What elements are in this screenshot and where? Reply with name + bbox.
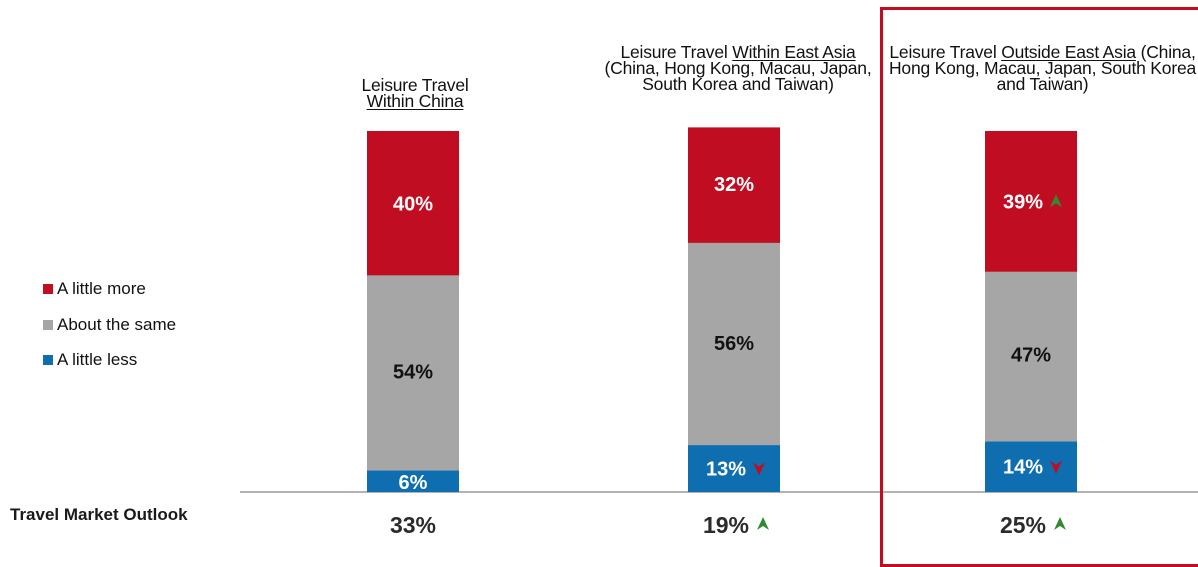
bar-more-1: [688, 127, 780, 243]
category-title-rest: (China, Hong Kong, Macau, Japan, South K…: [888, 42, 1197, 94]
category-title-2: Leisure Travel Outside East Asia (China,…: [885, 42, 1198, 94]
legend-item-more: A little more: [43, 279, 176, 298]
bar-more-0: [367, 131, 459, 276]
bar-label-less-0: 6%: [399, 472, 428, 494]
legend-label-more: A little more: [57, 279, 146, 298]
legend-swatch-less: [43, 355, 53, 365]
legend-item-less: A little less: [43, 350, 176, 369]
trend-up-icon-more-2: [1050, 194, 1062, 208]
category-title-underlined: Within China: [366, 91, 464, 111]
category-title-rest: (China, Hong Kong, Macau, Japan, South K…: [604, 58, 872, 94]
legend-swatch-same: [43, 319, 53, 330]
bar-label-more-0: 40%: [393, 193, 433, 215]
bar-label-same-2: 47%: [1011, 345, 1051, 367]
trend-up-icon-outlook-2: [1054, 517, 1066, 530]
bar-less-1: [688, 445, 780, 492]
trend-down-icon-less-1: [753, 462, 765, 476]
trend-down-icon-less-2: [1050, 460, 1062, 474]
bar-same-1: [688, 242, 780, 446]
legend-label-less: A little less: [57, 350, 138, 369]
category-title-plain: Leisure Travel: [620, 42, 728, 62]
legend-label-same: About the same: [57, 314, 177, 334]
outlook-value-0: 33%: [390, 512, 436, 538]
legend-item-same: About the same: [43, 314, 177, 334]
outlook-row-label: Travel Market Outlook: [10, 505, 188, 524]
bar-label-less-2: 14%: [1003, 457, 1043, 479]
bar-less-2: [985, 441, 1077, 492]
legend: A little more About the same A little le…: [43, 279, 177, 387]
category-title-1: Leisure Travel Within East Asia (China, …: [598, 42, 878, 94]
bar-same-0: [367, 275, 459, 471]
bar-same-2: [985, 271, 1077, 442]
category-title-underlined: Within East Asia: [732, 42, 856, 62]
legend-swatch-more: [43, 284, 53, 294]
outlook-value-2: 25%: [1000, 512, 1046, 538]
category-title-underlined: Outside East Asia: [1001, 42, 1136, 62]
bar-label-more-2: 39%: [1003, 191, 1043, 213]
category-title-0: Leisure Travel Within China: [300, 75, 530, 111]
bar-more-2: [985, 131, 1077, 272]
bar-less-0: [367, 470, 459, 492]
bar-label-more-1: 32%: [714, 174, 754, 196]
bar-label-same-0: 54%: [393, 362, 433, 384]
bar-labels-group: 6% 54% 40% 13% 56% 32% 14% 47% 39%: [393, 174, 1062, 494]
category-title-plain: Leisure Travel: [889, 42, 997, 62]
bars-group: [367, 127, 1077, 492]
outlook-value-1: 19%: [703, 512, 749, 538]
outlook-values-group: 33% 19% 25%: [390, 512, 1066, 538]
bar-label-same-1: 56%: [714, 333, 754, 355]
trend-up-icon-outlook-1: [757, 517, 769, 530]
category-title-plain: Leisure Travel: [361, 75, 469, 95]
bar-label-less-1: 13%: [706, 459, 746, 481]
